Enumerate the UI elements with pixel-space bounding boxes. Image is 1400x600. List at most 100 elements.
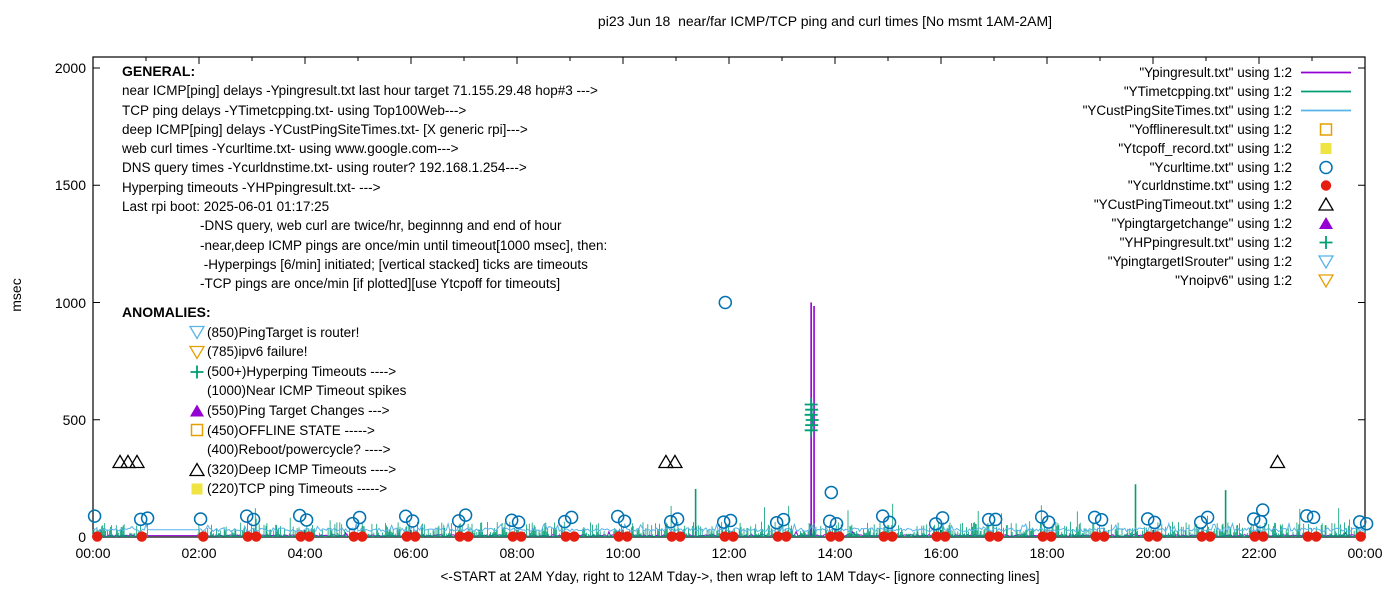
square-filled-icon [1320, 142, 1332, 154]
x-tick-label: 00:00 [1347, 545, 1383, 561]
anomaly-label: (550)Ping Target Changes ---> [207, 402, 390, 418]
legend-key [1300, 65, 1352, 80]
general-note-indented-line: -near,deep ICMP pings are once/min until… [200, 237, 608, 253]
general-heading: GENERAL: [122, 63, 196, 79]
x-tick-label: 22:00 [1241, 545, 1277, 561]
legend-key [1300, 197, 1352, 212]
legend-key [1300, 122, 1352, 137]
general-note-line: DNS query times -Ycurldnstime.txt- using… [122, 160, 527, 176]
general-note-indented-line: -Hyperpings [6/min] initiated; [vertical… [200, 256, 588, 272]
x-axis-label: <-START at 2AM Yday, right to 12AM Tday-… [440, 569, 1040, 584]
triangle-down-open-icon [1317, 274, 1335, 288]
legend-label: "YCustPingTimeout.txt" using 1:2 [1093, 197, 1292, 213]
x-tick-label: 10:00 [605, 545, 641, 561]
x-tick-label: 04:00 [287, 545, 323, 561]
legend-label: "YpingtargetISrouter" using 1:2 [1107, 254, 1292, 269]
y-tick-label: 1500 [54, 177, 86, 194]
anomaly-item: (500+)Hyperping Timeouts ----> [122, 362, 406, 382]
triangle-down-open-icon [188, 345, 206, 360]
anomaly-label: (850)PingTarget is router! [207, 324, 360, 340]
anomaly-item: (785)ipv6 failure! [122, 342, 406, 362]
x-tick-label: 18:00 [1029, 545, 1065, 561]
anomaly-label: (500+)Hyperping Timeouts ----> [207, 363, 397, 379]
anomalies-list: ANOMALIES: (850)PingTarget is router! (78… [122, 303, 406, 499]
legend-key [1300, 216, 1352, 231]
x-tick-label: 08:00 [499, 545, 535, 561]
legend-label: "Yofflineresult.txt" using 1:2 [1129, 121, 1292, 137]
triangle-filled-icon [188, 403, 206, 419]
square-open-icon [188, 422, 206, 438]
line-icon [1301, 90, 1351, 93]
triangle-filled-icon [1319, 217, 1333, 230]
triangle-open-icon [1317, 197, 1335, 211]
general-note-indented-line: -DNS query, web curl are twice/hr, begin… [200, 218, 562, 234]
y-tick-label: 500 [62, 411, 86, 428]
general-notes: GENERAL: near ICMP[ping] delays -Ypingre… [122, 62, 607, 294]
anomaly-item: (850)PingTarget is router! [122, 323, 406, 343]
x-tick-label: 14:00 [817, 545, 853, 561]
anomaly-item: (450)OFFLINE STATE -----> [122, 421, 406, 441]
legend-key [1300, 141, 1352, 156]
circle-filled-icon [1320, 180, 1332, 192]
series-Ycurltime [87, 295, 1374, 531]
legend-key [1300, 254, 1352, 269]
general-note-line: Hyperping timeouts -YHPpingresult.txt- -… [122, 179, 381, 195]
legend-label: "Ytcpoff_record.txt" using 1:2 [1118, 140, 1292, 156]
triangle-down-open-icon [188, 326, 206, 341]
general-note-line: near ICMP[ping] delays -Ypingresult.txt … [122, 83, 598, 99]
x-tick-label: 16:00 [923, 545, 959, 561]
legend-key [1300, 178, 1352, 193]
legend-key [1300, 103, 1352, 118]
triangle-down-open-icon [188, 324, 206, 341]
chart-title: pi23 Jun 18 near/far ICMP/TCP ping and c… [597, 13, 1053, 29]
y-tick-label: 2000 [54, 60, 86, 77]
triangle-filled-icon [190, 404, 204, 417]
x-tick-label: 02:00 [181, 545, 217, 561]
anomaly-label: (785)ipv6 failure! [207, 344, 308, 360]
no-marker-icon [188, 442, 206, 458]
general-note-line: TCP ping delays -YTimetcpping.txt- using… [122, 102, 467, 118]
anomaly-item: (1000)Near ICMP Timeout spikes [122, 381, 406, 401]
legend-label: "YHPpingresult.txt" using 1:2 [1119, 235, 1292, 251]
legend-label: "Ycurldnstime.txt" using 1:2 [1127, 178, 1292, 194]
square-filled-icon [191, 483, 203, 495]
y-tick-label: 0 [78, 529, 86, 545]
anomaly-label: (1000)Near ICMP Timeout spikes [207, 383, 407, 399]
circle-open-icon [1319, 160, 1333, 174]
x-tick-label: 06:00 [393, 545, 429, 561]
y-tick-label: 1000 [54, 294, 86, 311]
no-marker-icon [188, 383, 206, 399]
line-icon [1301, 109, 1351, 112]
plus-icon [1319, 236, 1333, 250]
x-tick-label: 20:00 [1135, 545, 1171, 561]
x-tick-label: 00:00 [75, 545, 111, 561]
square-open-icon [190, 424, 204, 437]
anomaly-label: (450)OFFLINE STATE -----> [207, 422, 375, 438]
legend-label: "YTimetcpping.txt" using 1:2 [1123, 83, 1292, 99]
square-open-icon [1319, 122, 1333, 136]
triangle-open-icon [188, 461, 206, 478]
y-axis-label: msec [8, 278, 24, 312]
triangle-down-open-icon [1317, 255, 1335, 269]
triangle-open-icon [188, 461, 206, 476]
anomaly-item: (550)Ping Target Changes ---> [122, 401, 406, 421]
legend-key [1300, 160, 1352, 175]
series-Ycurldnstime [92, 531, 1366, 542]
anomaly-item: (320)Deep ICMP Timeouts ----> [122, 460, 406, 480]
legend-label: "Ypingresult.txt" using 1:2 [1139, 65, 1292, 80]
anomalies-heading: ANOMALIES: [122, 304, 211, 320]
square-filled-icon [188, 481, 206, 497]
plus-icon [188, 364, 206, 380]
legend-key [1300, 84, 1352, 99]
anomaly-item: (220)TCP ping Timeouts -----> [122, 479, 406, 499]
triangle-down-open-icon [188, 344, 206, 360]
legend-label: "Ypingtargetchange" using 1:2 [1111, 216, 1292, 232]
series-YHPpingresult [804, 398, 819, 437]
anomaly-label: (320)Deep ICMP Timeouts ----> [207, 461, 397, 477]
anomaly-label: (400)Reboot/powercycle? ----> [207, 442, 391, 458]
legend-key [1300, 273, 1352, 288]
general-note-line: Last rpi boot: 2025-06-01 01:17:25 [122, 199, 330, 215]
anomaly-label: (220)TCP ping Timeouts -----> [207, 481, 388, 497]
